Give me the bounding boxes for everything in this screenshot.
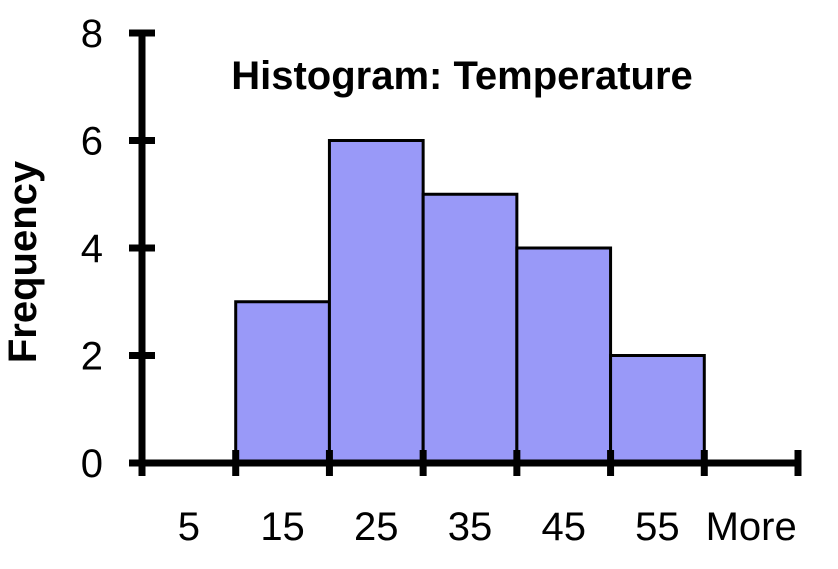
x-tick-labels: 5 15 25 35 45 55 More: [178, 505, 797, 549]
bars-group: [234, 139, 706, 465]
bar-25: [327, 139, 425, 465]
bar-15: [234, 300, 331, 465]
chart-title: Histogram: Temperature: [231, 54, 693, 98]
y-tick-label-4: 4: [81, 227, 103, 271]
y-tick-label-0: 0: [81, 442, 103, 486]
y-axis-title: Frequency: [1, 160, 45, 363]
y-tick-label-6: 6: [81, 120, 103, 164]
y-tick-labels: 0 2 4 6 8: [81, 12, 103, 486]
x-tick-label-25: 25: [354, 505, 399, 549]
x-tick-label-55: 55: [635, 505, 680, 549]
x-tick-label-45: 45: [541, 505, 586, 549]
x-tick-label-more: More: [706, 505, 797, 549]
x-tick-label-15: 15: [260, 505, 305, 549]
x-tick-label-35: 35: [448, 505, 493, 549]
bar-45: [515, 246, 613, 465]
y-tick-label-8: 8: [81, 12, 103, 56]
bar-55: [609, 354, 706, 465]
axes-group: [129, 29, 802, 476]
y-tick-label-2: 2: [81, 335, 103, 379]
x-tick-label-5: 5: [178, 505, 200, 549]
bar-35: [421, 192, 519, 465]
